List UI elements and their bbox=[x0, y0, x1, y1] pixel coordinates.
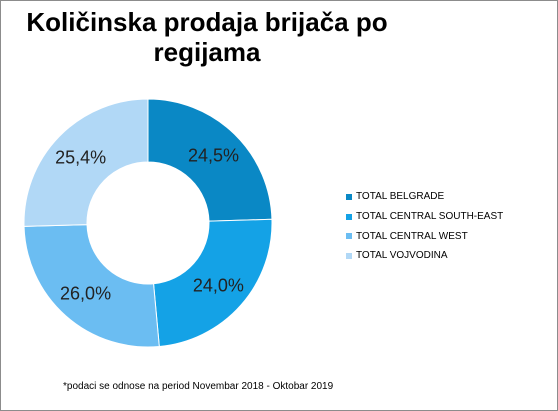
slice-belgrade bbox=[147, 98, 273, 222]
legend-label: TOTAL CENTRAL WEST bbox=[356, 230, 468, 242]
slice-vojvodina bbox=[23, 98, 149, 227]
legend-swatch bbox=[346, 233, 352, 240]
legend-item-vojvodina: TOTAL VOJVODINA bbox=[346, 246, 503, 266]
slice-label-central-west: 26,0% bbox=[60, 283, 111, 303]
legend-label: TOTAL VOJVODINA bbox=[356, 250, 448, 262]
legend-swatch bbox=[346, 213, 352, 220]
legend-label: TOTAL CENTRAL SOUTH-EAST bbox=[356, 211, 504, 223]
legend-item-central-south-east: TOTAL CENTRAL SOUTH-EAST bbox=[346, 207, 503, 227]
legend-label: TOTAL BELGRADE bbox=[356, 191, 445, 203]
slice-central-west bbox=[23, 224, 160, 348]
slice-central-south-east bbox=[153, 218, 273, 348]
legend-swatch bbox=[346, 193, 352, 200]
legend-item-central-west: TOTAL CENTRAL WEST bbox=[346, 226, 503, 246]
chart-title: Količinska prodaja brijača po regijama bbox=[26, 7, 388, 67]
footnote: *podaci se odnose na period Novembar 201… bbox=[63, 381, 334, 392]
slice-label-vojvodina: 25,4% bbox=[55, 147, 106, 167]
legend-swatch bbox=[346, 252, 352, 259]
slice-label-belgrade: 24,5% bbox=[188, 146, 239, 166]
legend-item-belgrade: TOTAL BELGRADE bbox=[346, 187, 503, 207]
slice-label-central-south-east: 24,0% bbox=[193, 275, 244, 295]
legend: TOTAL BELGRADE TOTAL CENTRAL SOUTH-EAST … bbox=[346, 187, 503, 266]
